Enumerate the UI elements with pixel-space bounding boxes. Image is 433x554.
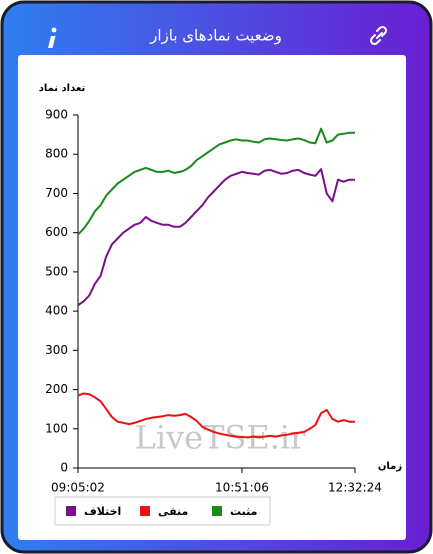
legend-swatch	[66, 506, 76, 516]
x-tick-label: 10:51:06	[215, 481, 269, 495]
header-title: وضعیت نمادهای بازار	[149, 27, 282, 45]
y-tick-label: 500	[45, 264, 68, 278]
y-axis-title: تعداد نماد	[39, 83, 86, 94]
legend-label: اختلاف	[84, 505, 121, 518]
series-line	[77, 392, 355, 439]
y-tick-label: 100	[45, 421, 68, 435]
legend-swatch	[212, 506, 222, 516]
y-tick-label: 800	[45, 147, 68, 161]
x-tick-label: 12:32:24	[328, 481, 382, 495]
y-tick-label: 700	[45, 186, 68, 200]
legend	[54, 496, 271, 526]
y-tick-label: 600	[45, 225, 68, 239]
x-axis-title: زمان	[378, 461, 402, 472]
legend-label: منفی	[158, 505, 188, 518]
series-line	[77, 168, 355, 307]
series-line	[77, 127, 355, 236]
legend-label: مثبت	[230, 505, 257, 518]
legend-swatch	[140, 506, 150, 516]
link-icon[interactable]	[369, 25, 388, 46]
y-tick-label: 400	[45, 304, 68, 318]
info-icon[interactable]	[48, 27, 57, 48]
y-tick-label: 300	[45, 343, 68, 357]
chart-panel	[18, 55, 406, 540]
x-tick-label: 09:05:02	[51, 481, 105, 495]
y-tick-label: 0	[60, 461, 68, 475]
y-tick-label: 200	[45, 382, 68, 396]
watermark: LiveTSE.ir	[135, 419, 307, 457]
y-tick-label: 900	[45, 108, 68, 122]
